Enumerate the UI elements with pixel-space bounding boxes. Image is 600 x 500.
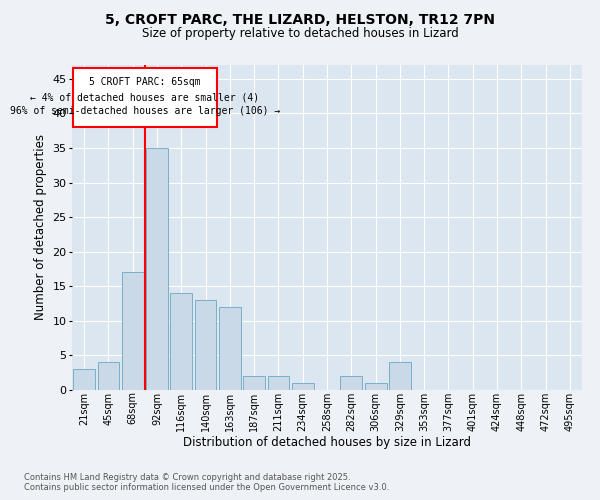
Bar [122,272,143,390]
Bar [365,383,386,390]
Bar [389,362,411,390]
Bar [73,370,95,390]
Bar [219,307,241,390]
Bar [340,376,362,390]
FancyBboxPatch shape [73,68,217,127]
Bar [292,383,314,390]
Bar [97,362,119,390]
Y-axis label: Number of detached properties: Number of detached properties [34,134,47,320]
Bar [194,300,217,390]
Text: 5, CROFT PARC, THE LIZARD, HELSTON, TR12 7PN: 5, CROFT PARC, THE LIZARD, HELSTON, TR12… [105,12,495,26]
Text: Size of property relative to detached houses in Lizard: Size of property relative to detached ho… [142,28,458,40]
Text: 5 CROFT PARC: 65sqm: 5 CROFT PARC: 65sqm [89,78,200,88]
X-axis label: Distribution of detached houses by size in Lizard: Distribution of detached houses by size … [183,436,471,450]
Bar [170,293,192,390]
Text: Contains public sector information licensed under the Open Government Licence v3: Contains public sector information licen… [24,484,389,492]
Text: ← 4% of detached houses are smaller (4): ← 4% of detached houses are smaller (4) [30,92,259,102]
Bar [243,376,265,390]
Bar [268,376,289,390]
Bar [146,148,168,390]
Text: 96% of semi-detached houses are larger (106) →: 96% of semi-detached houses are larger (… [10,106,280,117]
Text: Contains HM Land Registry data © Crown copyright and database right 2025.: Contains HM Land Registry data © Crown c… [24,474,350,482]
